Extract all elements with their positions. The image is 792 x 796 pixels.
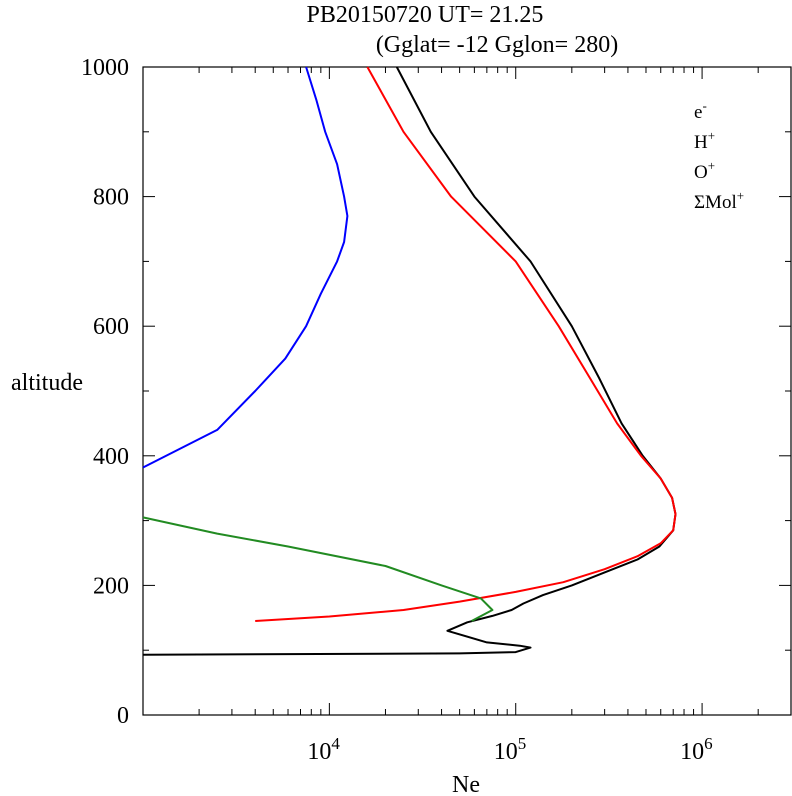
legend-entry: ΣMol+ <box>694 188 744 213</box>
y-axis-label: altitude <box>11 370 83 396</box>
series-line <box>142 516 494 622</box>
chart-title: PB20150720 UT= 21.25 <box>307 2 544 28</box>
legend-entry: H+ <box>694 128 715 153</box>
y-tick-label: 200 <box>93 573 129 599</box>
y-tick-label: 600 <box>93 314 129 340</box>
y-tick-label: 1000 <box>81 55 129 81</box>
y-tick-labels: 0 200 400 600 800 1000 <box>81 55 129 729</box>
legend: e- H+ O+ ΣMol+ <box>694 98 744 213</box>
legend-entry: e- <box>694 98 707 123</box>
y-tick-label: 800 <box>93 185 129 211</box>
x-tick-label: 105 <box>494 734 527 765</box>
x-tick-labels: 104 105 106 <box>307 734 712 765</box>
x-axis-label: Ne <box>452 772 480 796</box>
x-tick-label: 104 <box>307 734 340 765</box>
chart-subtitle: (Gglat= -12 Gglon= 280) <box>376 32 618 58</box>
x-tick-label: 106 <box>680 734 713 765</box>
y-tick-label: 0 <box>117 703 129 729</box>
legend-entry: O+ <box>694 158 715 183</box>
tick-marks <box>142 66 792 716</box>
y-tick-label: 400 <box>93 444 129 470</box>
curves <box>142 66 677 656</box>
series-line <box>255 66 677 622</box>
series-line <box>142 66 677 656</box>
series-line <box>142 66 349 469</box>
